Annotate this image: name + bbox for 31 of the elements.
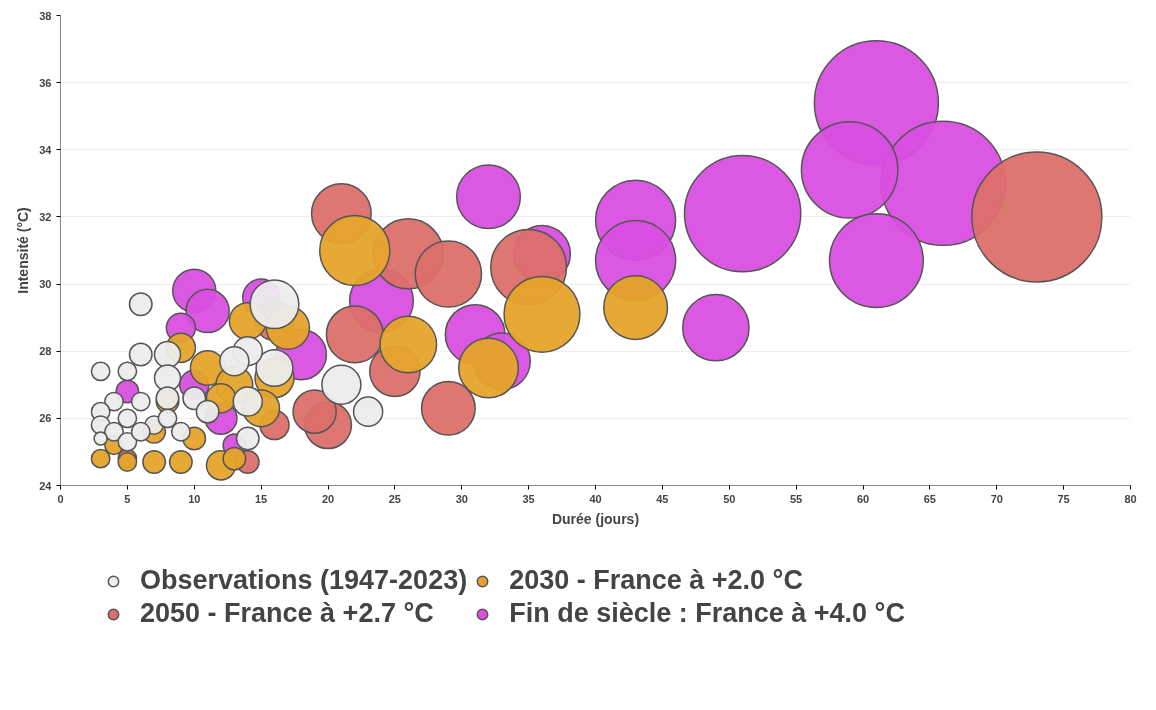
x-tick-label: 20 (321, 492, 335, 505)
x-tick-label: 60 (856, 492, 870, 505)
y-tick-label: 28 (39, 345, 52, 358)
x-tick-label: 55 (790, 492, 803, 505)
y-tick-label: 24 (39, 479, 53, 492)
x-tick-label: 70 (990, 492, 1003, 505)
y-tick-label: 32 (39, 210, 52, 223)
x-tick-label: 45 (656, 492, 669, 505)
y-tick-label: 26 (39, 412, 52, 425)
x-tick-label: 65 (923, 492, 937, 505)
y-tick-label: 38 (39, 9, 52, 22)
x-tick-label: 75 (1057, 492, 1070, 505)
x-tick-label: 25 (388, 492, 402, 505)
legend-label: 2030 - France à +2.0 °C (509, 565, 803, 596)
y-tick-label: 30 (39, 278, 52, 291)
x-tick-label: 80 (1124, 492, 1137, 505)
x-tick-label: 30 (455, 492, 468, 505)
legend-label: 2050 - France à +2.7 °C (140, 598, 434, 629)
x-tick-label: 0 (57, 492, 64, 505)
x-tick-label: 5 (124, 492, 131, 505)
x-tick-label: 50 (723, 492, 736, 505)
x-tick-label: 15 (255, 492, 268, 505)
y-axis-title: Intensité (°C) (15, 207, 32, 294)
legend-label: Observations (1947-2023) (140, 565, 468, 596)
y-tick-label: 36 (39, 76, 52, 89)
x-axis-title: Durée (jours) (551, 510, 640, 527)
x-tick-label: 40 (589, 492, 602, 505)
x-tick-label: 10 (188, 492, 201, 505)
y-tick-label: 34 (39, 143, 53, 156)
legend-label: Fin de siècle : France à +4.0 °C (509, 598, 905, 629)
x-tick-label: 35 (522, 492, 535, 505)
